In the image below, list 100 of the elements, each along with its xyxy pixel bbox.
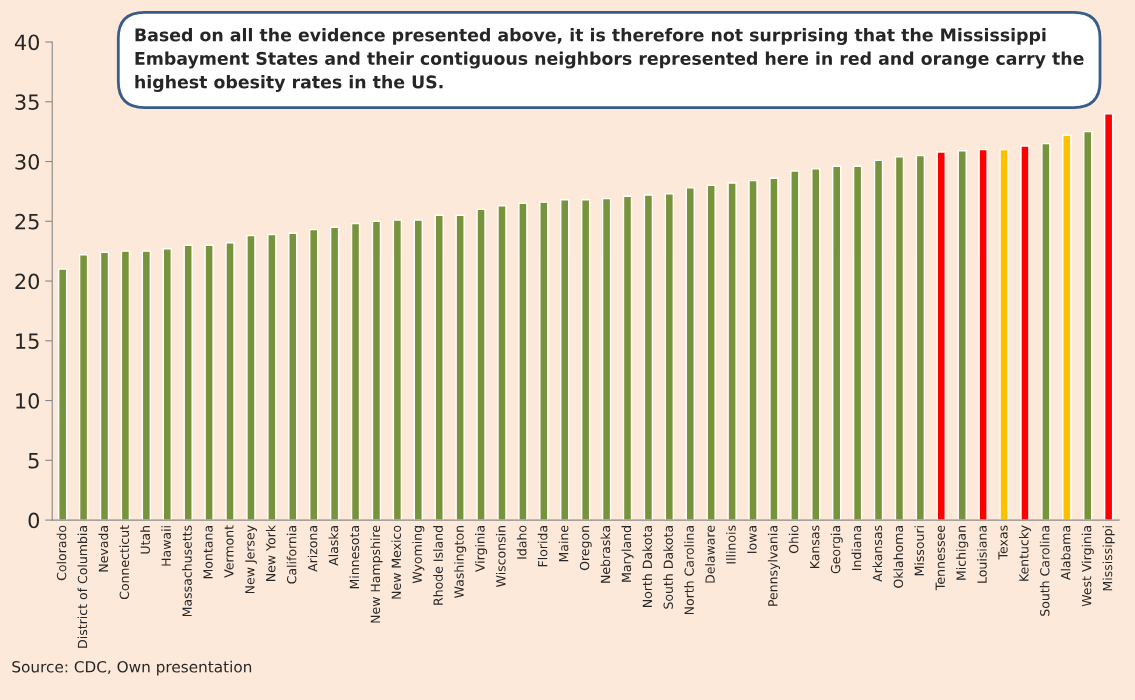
bar: [329, 226, 340, 521]
x-tick-label: Alabama: [1060, 526, 1071, 580]
y-tick-label: 20: [15, 273, 40, 290]
x-tick-label: Connecticut: [119, 525, 130, 600]
bar: [706, 184, 716, 521]
x-tick-label: Minnesota: [349, 526, 360, 589]
bar: [873, 159, 884, 521]
bar: [1020, 145, 1030, 521]
bar: [748, 179, 758, 521]
y-tick-label: 15: [16, 333, 39, 350]
x-tick-label: Montana: [203, 526, 213, 579]
x-tick-label: Louisiana: [977, 526, 987, 583]
source-note: Source: CDC, Own presentation: [12, 660, 252, 676]
x-tick-label: Arkansas: [872, 525, 883, 582]
bar: [811, 168, 821, 521]
x-tick-label: Nebraska: [600, 526, 611, 583]
bar: [601, 197, 612, 521]
y-tick-label: 5: [28, 453, 39, 469]
bar: [413, 219, 423, 521]
x-tick-label: Colorado: [56, 525, 67, 581]
x-tick-label: Ohio: [788, 525, 799, 554]
bar: [1083, 130, 1093, 521]
x-tick-label: South Dakota: [663, 526, 673, 609]
bar: [78, 254, 89, 521]
x-tick-label: Missouri: [914, 526, 924, 576]
bar: [204, 244, 214, 521]
x-tick-label: Florida: [537, 526, 548, 567]
x-tick-label: New Hampshire: [370, 525, 383, 623]
bar: [392, 219, 403, 521]
x-tick-label: Kentucky: [1018, 525, 1032, 581]
x-tick-label: Virginia: [475, 526, 488, 572]
bar: [183, 244, 193, 521]
bar: [1103, 113, 1114, 521]
x-tick-label: Maine: [558, 525, 569, 562]
y-tick-label: 10: [16, 393, 40, 409]
x-tick-label: Arizona: [307, 526, 318, 572]
bar: [957, 150, 967, 521]
x-tick-label: Delaware: [705, 525, 715, 583]
x-tick-label: District of Columbia: [77, 526, 88, 648]
bar: [852, 165, 863, 521]
x-tick-label: Utah: [140, 526, 150, 554]
x-tick-label: Vermont: [224, 525, 234, 578]
bar: [790, 170, 800, 521]
bar: [727, 182, 737, 521]
bar: [664, 193, 675, 521]
x-tick-label: Idaho: [516, 525, 527, 559]
bar: [497, 205, 507, 521]
x-tick-label: Georgia: [830, 526, 843, 574]
bar: [999, 148, 1009, 521]
x-tick-label: New Mexico: [391, 525, 402, 599]
bar: [915, 154, 926, 521]
bar: [246, 234, 256, 521]
x-tick-label: Washington: [454, 526, 467, 598]
x-tick-label: North Carolina: [684, 526, 694, 615]
y-tick-label: 35: [15, 94, 39, 110]
bar: [120, 250, 131, 521]
x-tick-label: Iowa: [747, 526, 757, 553]
x-tick-label: Texas: [998, 525, 1008, 560]
y-tick-label: 0: [28, 512, 40, 529]
bar: [371, 220, 382, 521]
bar: [978, 148, 988, 521]
x-tick-label: South Carolina: [1039, 526, 1050, 616]
x-tick-label: Wisconsin: [495, 526, 506, 587]
bar: [1062, 134, 1072, 521]
bar: [99, 251, 110, 521]
bar: [434, 214, 444, 521]
x-tick-label: Rhode Island: [433, 526, 443, 605]
y-tick-label: 25: [15, 213, 39, 230]
x-tick-label: Nevada: [98, 526, 109, 572]
x-tick-label: Michigan: [956, 526, 969, 580]
x-tick-label: West Virginia: [1081, 526, 1094, 607]
bar: [455, 214, 465, 521]
bar: [350, 222, 361, 521]
bar: [518, 202, 528, 521]
x-tick-label: New Jersey: [245, 525, 257, 594]
y-tick-label: 30: [15, 153, 40, 170]
bar: [936, 151, 946, 521]
bar: [1041, 142, 1051, 521]
bar: [894, 156, 905, 521]
bar: [769, 177, 779, 521]
x-tick-label: Oregon: [579, 526, 592, 571]
x-tick-label: Tennessee: [935, 525, 945, 591]
bar: [309, 228, 319, 521]
x-tick-label: Hawaii: [161, 526, 171, 566]
x-tick-label: Maryland: [621, 526, 634, 582]
y-tick-label: 40: [14, 34, 40, 51]
bar: [162, 248, 172, 521]
x-tick-label: Wyoming: [412, 526, 425, 584]
bar: [622, 195, 633, 521]
x-tick-label: Illinois: [726, 525, 736, 564]
x-tick-label: Massachusetts: [182, 525, 192, 617]
x-tick-label: Mississippi: [1102, 526, 1115, 591]
bar: [267, 233, 277, 521]
x-tick-label: Indiana: [851, 526, 862, 570]
x-tick-label: Pennsylvania: [767, 526, 780, 606]
x-tick-label: North Dakota: [642, 526, 653, 607]
x-tick-label: California: [286, 526, 297, 584]
bar: [225, 242, 235, 521]
bar: [685, 187, 695, 521]
x-tick-label: Alaska: [328, 526, 339, 566]
